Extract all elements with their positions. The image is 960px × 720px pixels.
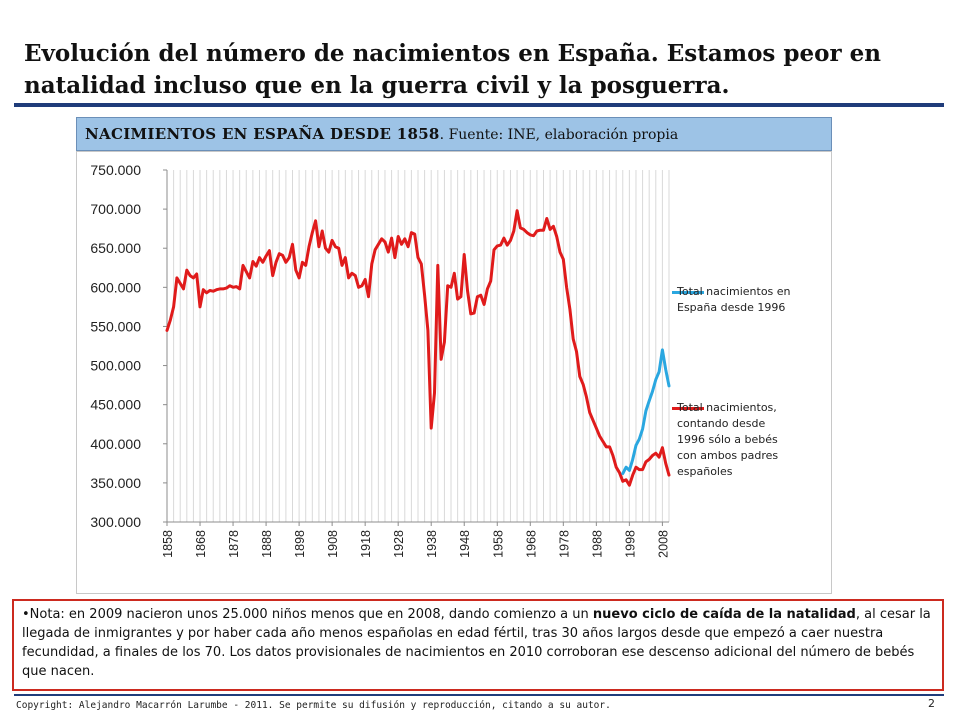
x-tick-label: 1928 [392,530,406,558]
x-tick-label: 1978 [557,530,571,558]
note-text-part1: Nota: en 2009 nacieron unos 25.000 niños… [29,607,593,622]
x-tick-label: 1908 [326,530,340,558]
footer-rule [14,694,944,696]
x-tick-label: 2008 [656,530,670,558]
x-tick-label: 1918 [359,530,373,558]
chart-container: 300.000 350.000 400.000 450.000 500.000 550.0… [76,151,832,594]
legend-item-total-1996: Total nacimientos en España desde 1996 [677,285,791,314]
y-tick-label: 650.000 [90,240,141,256]
x-tick-label: 1958 [491,530,505,558]
x-tick-label: 1898 [293,530,307,558]
y-tick-label: 450.000 [90,397,141,413]
y-tick-label: 600.000 [90,279,141,295]
x-tick-label: 1858 [161,530,175,558]
y-tick-label: 300.000 [90,514,141,530]
x-tick-label: 1998 [623,530,637,558]
x-tick-label: 1888 [260,530,274,558]
note-box: •Nota: en 2009 nacieron unos 25.000 niño… [12,599,944,691]
note-text-part2: , al cesar la llegada de inmigrantes y p… [22,607,931,679]
series-line-spanish-parents [165,209,671,487]
y-tick-label: 350.000 [90,475,141,491]
legend-item-spanish-parents: Total nacimientos, contando desde 1996 s… [677,401,779,478]
chart-header-title: NACIMIENTOS EN ESPAÑA DESDE 1858 [85,125,440,143]
x-tick-label: 1868 [194,530,208,558]
x-tick-label: 1938 [425,530,439,558]
note-bullet: • [22,607,30,622]
y-tick-label: 500.000 [90,358,141,374]
note-text-bold: nuevo ciclo de caída de la natalidad [592,607,856,622]
legend-swatch-red [672,407,704,410]
title-underline [14,103,944,107]
births-line-chart: 300.000 350.000 400.000 450.000 500.000 550.0… [90,162,671,558]
chart-header: NACIMIENTOS EN ESPAÑA DESDE 1858. Fuente… [76,117,832,151]
x-tick-label: 1988 [590,530,604,558]
y-tick-label: 550.000 [90,318,141,334]
y-tick-label: 700.000 [90,201,141,217]
series-line-total-1996 [621,348,671,475]
page-number: 2 [928,697,935,710]
y-tick-label: 400.000 [90,436,141,452]
y-tick-label: 750.000 [90,162,141,178]
x-tick-label: 1878 [227,530,241,558]
x-tick-label: 1948 [458,530,472,558]
x-tick-label: 1968 [524,530,538,558]
copyright-footer: Copyright: Alejandro Macarrón Larumbe - … [16,700,611,711]
legend-swatch-blue [672,291,704,294]
chart-header-source: . Fuente: INE, elaboración propia [439,127,679,143]
page-title: Evolución del número de nacimientos en E… [24,40,881,99]
